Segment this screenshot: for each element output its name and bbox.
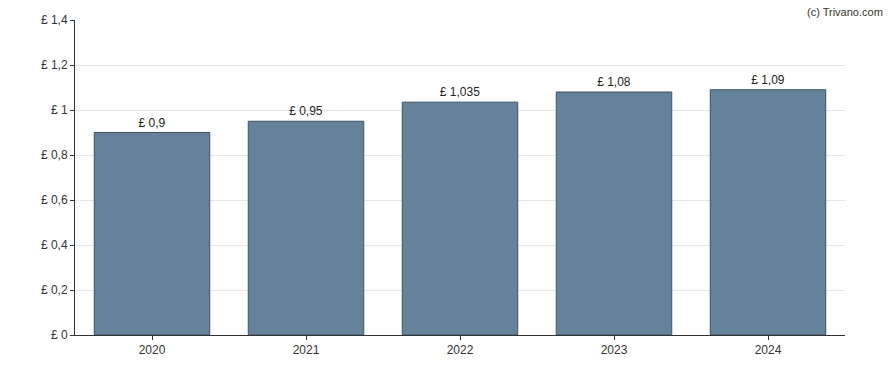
svg-text:£ 0: £ 0 bbox=[51, 328, 68, 342]
svg-text:£ 0,9: £ 0,9 bbox=[138, 116, 165, 130]
svg-text:£ 0,4: £ 0,4 bbox=[41, 238, 68, 252]
svg-text:2024: 2024 bbox=[755, 343, 782, 357]
svg-text:2021: 2021 bbox=[293, 343, 320, 357]
svg-text:£ 0,6: £ 0,6 bbox=[41, 193, 68, 207]
svg-text:£ 1,035: £ 1,035 bbox=[440, 85, 480, 99]
svg-text:£ 0,8: £ 0,8 bbox=[41, 148, 68, 162]
svg-text:£ 1,09: £ 1,09 bbox=[751, 73, 785, 87]
svg-text:£ 1,2: £ 1,2 bbox=[41, 58, 68, 72]
svg-text:2020: 2020 bbox=[139, 343, 166, 357]
svg-text:£ 1,4: £ 1,4 bbox=[41, 13, 68, 27]
svg-text:(c) Trivano.com: (c) Trivano.com bbox=[807, 6, 883, 18]
svg-text:£ 0,2: £ 0,2 bbox=[41, 283, 68, 297]
svg-text:£ 0,95: £ 0,95 bbox=[289, 104, 323, 118]
svg-text:£ 1: £ 1 bbox=[51, 103, 68, 117]
svg-text:2022: 2022 bbox=[447, 343, 474, 357]
svg-text:2023: 2023 bbox=[601, 343, 628, 357]
svg-text:£ 1,08: £ 1,08 bbox=[597, 75, 631, 89]
